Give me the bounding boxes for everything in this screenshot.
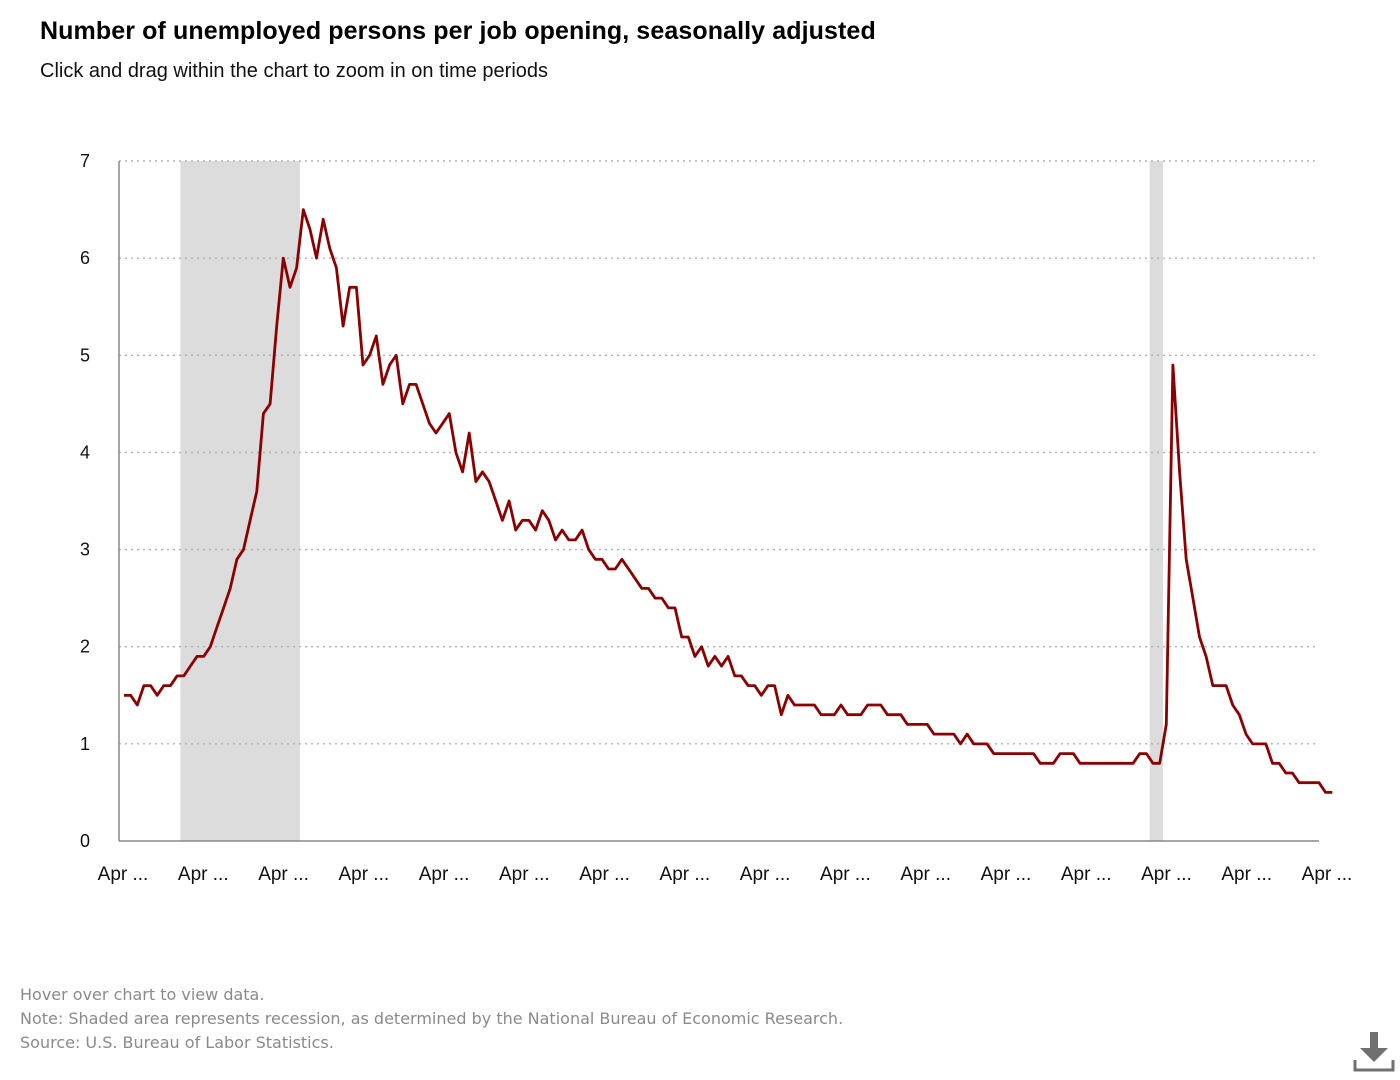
series-layer[interactable] — [124, 208, 1333, 794]
x-tick-label: Apr ... — [740, 864, 791, 885]
x-tick-label: Apr ... — [1302, 864, 1353, 885]
x-tick-label: Apr ... — [98, 864, 149, 885]
y-tick-label: 1 — [80, 734, 90, 754]
y-tick-label: 0 — [80, 831, 90, 851]
x-tick-label: Apr ... — [338, 864, 389, 885]
download-icon — [1353, 1032, 1395, 1072]
x-tick-label: Apr ... — [660, 864, 711, 885]
x-tick-label: Apr ... — [1141, 864, 1192, 885]
y-tick-label: 5 — [80, 345, 90, 365]
y-tick-label: 4 — [80, 442, 90, 462]
y-tick-label: 3 — [80, 540, 90, 560]
x-tick-labels: Apr ... Apr ... Apr ... Apr ... Apr ... Apr .… — [98, 864, 1353, 885]
y-tick-label: 2 — [80, 637, 90, 657]
series-line-1[interactable] — [124, 208, 1333, 794]
recession-band-1 — [180, 161, 300, 841]
x-tick-label: Apr ... — [419, 864, 470, 885]
recession-band-2 — [1149, 161, 1163, 841]
chart-notes: Hover over chart to view data. Note: Sha… — [20, 983, 843, 1055]
y-gridlines — [119, 160, 1319, 745]
x-tick-label: Apr ... — [1061, 864, 1112, 885]
chart-title: Number of unemployed persons per job ope… — [40, 17, 876, 45]
x-tick-label: Apr ... — [900, 864, 951, 885]
axes — [118, 161, 1319, 842]
y-tick-label: 6 — [80, 248, 90, 268]
x-tick-label: Apr ... — [178, 864, 229, 885]
x-tick-label: Apr ... — [820, 864, 871, 885]
recession-note: Note: Shaded area represents recession, … — [20, 1009, 844, 1028]
chart-subtitle: Click and drag within the chart to zoom … — [40, 60, 549, 82]
x-tick-label: Apr ... — [981, 864, 1032, 885]
recession-bands — [180, 161, 1163, 841]
y-tick-labels: 0 1 2 3 4 5 6 7 — [80, 151, 90, 851]
hover-note: Hover over chart to view data. — [20, 985, 265, 1004]
x-tick-label: Apr ... — [258, 864, 309, 885]
source-note: Source: U.S. Bureau of Labor Statistics. — [20, 1033, 334, 1052]
download-button[interactable] — [1352, 1030, 1396, 1074]
x-tick-label: Apr ... — [499, 864, 550, 885]
x-tick-label: Apr ... — [1221, 864, 1272, 885]
x-tick-label: Apr ... — [579, 864, 630, 885]
y-tick-label: 7 — [80, 151, 90, 171]
